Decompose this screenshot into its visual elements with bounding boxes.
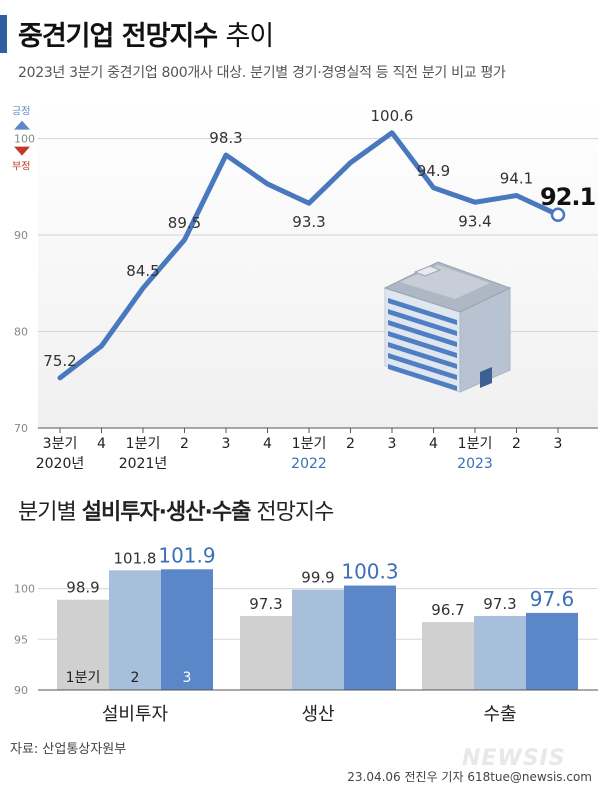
source-note: 자료: 산업통상자원부: [10, 742, 127, 757]
title-bold: 중견기업 전망지수: [18, 21, 218, 52]
bar-label: 97.3: [249, 595, 282, 613]
section2-bold: 설비투자·생산·수출: [81, 500, 252, 525]
legend-negative-label: 부정: [12, 161, 30, 173]
bar: [526, 612, 578, 690]
rooftop-unit: [413, 265, 442, 277]
title-bar: 중견기업 전망지수 추이: [0, 0, 600, 65]
down-triangle-icon: [14, 146, 30, 156]
bar: [57, 599, 109, 690]
section2-post: 전망지수: [250, 500, 334, 525]
bar-series-label: 1분기: [66, 670, 101, 686]
x-tick-label: 2: [346, 436, 355, 452]
bar-y-tick-label: 100: [14, 583, 35, 596]
data-label: 93.3: [292, 213, 325, 231]
bar-label: 96.7: [431, 601, 464, 619]
bar: [474, 615, 526, 690]
data-label: 84.5: [126, 262, 159, 280]
bar-label-highlight: 97.6: [530, 587, 575, 611]
bar-category-label: 생산: [301, 704, 334, 725]
x-tick-label: 4: [429, 436, 438, 452]
last-point-marker: [550, 207, 566, 223]
legend-positive-label: 긍정: [12, 106, 30, 118]
plot-area: [38, 100, 598, 428]
bar-label: 101.8: [114, 549, 157, 567]
title-light: 추이: [225, 21, 275, 52]
bar-series-label: 2: [131, 670, 140, 686]
year-label: 2022: [291, 456, 327, 472]
bar: [240, 615, 292, 690]
data-label: 93.4: [458, 212, 491, 230]
year-label: 2023: [457, 456, 493, 472]
bar-category-label: 설비투자: [102, 704, 169, 725]
y-tick-label: 70: [14, 422, 28, 435]
x-tick-label: 1분기: [458, 436, 493, 452]
title-accent-bar: [0, 15, 7, 53]
x-tick-label: 4: [97, 436, 106, 452]
bar: [292, 589, 344, 690]
page-title: 중견기업 전망지수 추이: [18, 14, 275, 53]
x-tick-label: 1분기: [292, 436, 327, 452]
window-band: [388, 320, 457, 347]
bar-label: 98.9: [66, 579, 99, 597]
year-label: 2020년: [36, 456, 85, 472]
x-tick-label: 3: [554, 436, 563, 452]
data-label: 89.5: [168, 214, 201, 232]
window-band: [388, 331, 457, 358]
door: [480, 367, 492, 388]
subtitle: 2023년 3분기 중견기업 800개사 대상. 분기별 경기·경영실적 등 직…: [18, 65, 506, 81]
section2-pre: 분기별: [18, 500, 82, 525]
data-label: 98.3: [209, 129, 242, 147]
bar-label-highlight: 101.9: [158, 543, 215, 567]
y-tick-label: 90: [14, 229, 28, 242]
x-tick-label: 4: [263, 436, 272, 452]
series-line: [57, 130, 561, 381]
window-band: [388, 342, 457, 369]
y-tick-label: 80: [14, 326, 28, 339]
data-label: 94.9: [417, 162, 450, 180]
data-label-highlight: 92.1: [540, 183, 596, 211]
bar: [109, 570, 161, 690]
x-tick-label: 3분기: [43, 436, 78, 452]
bar: [422, 622, 474, 690]
bar-label: 99.9: [301, 569, 334, 587]
bar-label-highlight: 100.3: [341, 560, 398, 584]
newsis-watermark: NEWSIS: [462, 746, 566, 771]
up-triangle-icon: [14, 120, 30, 130]
building-illustration: [383, 261, 512, 393]
window-band: [388, 298, 457, 325]
x-tick-label: 3: [222, 436, 231, 452]
credit-line: 23.04.06 전진우 기자 618tue@newsis.com: [347, 770, 592, 784]
bar-y-tick-label: 90: [14, 684, 28, 697]
x-tick-label: 1분기: [126, 436, 161, 452]
x-tick-label: 3: [388, 436, 397, 452]
bar-y-tick-label: 95: [14, 633, 28, 646]
bar-label: 97.3: [483, 595, 516, 613]
bar-category-label: 수출: [483, 704, 516, 725]
bar: [161, 569, 213, 690]
bar-chart-title: 분기별 설비투자·생산·수출 전망지수: [18, 494, 334, 526]
data-label: 94.1: [500, 170, 533, 188]
bar-series-label: 3: [183, 670, 192, 686]
x-tick-label: 2: [180, 436, 189, 452]
data-label: 75.2: [43, 352, 76, 370]
y-tick-label: 100: [14, 133, 35, 146]
window-band: [388, 353, 457, 380]
window-band: [388, 364, 457, 391]
data-label: 100.6: [371, 107, 414, 125]
x-tick-label: 2: [512, 436, 521, 452]
bar: [344, 585, 396, 690]
window-band: [388, 309, 457, 336]
year-label: 2021년: [119, 456, 168, 472]
